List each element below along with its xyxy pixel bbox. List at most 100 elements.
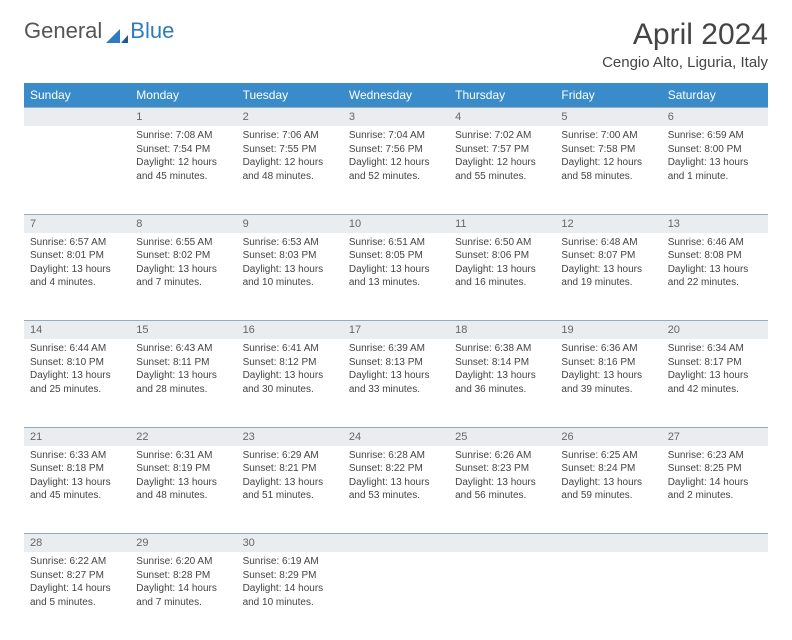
daylight-text: Daylight: 13 hours (136, 476, 230, 490)
day-number-cell: 7 (24, 214, 130, 233)
daylight-text: Daylight: 13 hours (455, 476, 549, 490)
day-cell: Sunrise: 6:25 AMSunset: 8:24 PMDaylight:… (555, 446, 661, 534)
daylight-text: and 2 minutes. (668, 489, 762, 503)
sunset-text: Sunset: 8:00 PM (668, 143, 762, 157)
day-number-cell: 26 (555, 427, 661, 446)
sunset-text: Sunset: 8:24 PM (561, 462, 655, 476)
day-cell (24, 126, 130, 214)
day-number-cell: 2 (237, 108, 343, 127)
day-number-row: 123456 (24, 108, 768, 127)
sunrise-text: Sunrise: 6:51 AM (349, 236, 443, 250)
day-content: Sunrise: 6:34 AMSunset: 8:17 PMDaylight:… (662, 339, 768, 402)
daylight-text: and 48 minutes. (243, 170, 337, 184)
month-title: April 2024 (602, 18, 768, 52)
day-number-cell: 3 (343, 108, 449, 127)
daylight-text: and 58 minutes. (561, 170, 655, 184)
daylight-text: Daylight: 13 hours (455, 263, 549, 277)
day-cell: Sunrise: 7:04 AMSunset: 7:56 PMDaylight:… (343, 126, 449, 214)
day-cell: Sunrise: 6:28 AMSunset: 8:22 PMDaylight:… (343, 446, 449, 534)
day-cell: Sunrise: 6:20 AMSunset: 8:28 PMDaylight:… (130, 552, 236, 640)
day-cell (662, 552, 768, 640)
day-content-row: Sunrise: 6:33 AMSunset: 8:18 PMDaylight:… (24, 446, 768, 534)
day-cell (555, 552, 661, 640)
day-content: Sunrise: 6:38 AMSunset: 8:14 PMDaylight:… (449, 339, 555, 402)
weekday-header: Tuesday (237, 83, 343, 108)
daylight-text: and 45 minutes. (30, 489, 124, 503)
weekday-header: Sunday (24, 83, 130, 108)
day-content: Sunrise: 6:51 AMSunset: 8:05 PMDaylight:… (343, 233, 449, 296)
day-content: Sunrise: 6:22 AMSunset: 8:27 PMDaylight:… (24, 552, 130, 615)
daylight-text: and 7 minutes. (136, 276, 230, 290)
sunrise-text: Sunrise: 7:08 AM (136, 129, 230, 143)
day-number-cell (24, 108, 130, 127)
day-content: Sunrise: 6:44 AMSunset: 8:10 PMDaylight:… (24, 339, 130, 402)
sunset-text: Sunset: 7:58 PM (561, 143, 655, 157)
daylight-text: Daylight: 14 hours (668, 476, 762, 490)
sunset-text: Sunset: 8:27 PM (30, 569, 124, 583)
sunrise-text: Sunrise: 6:44 AM (30, 342, 124, 356)
day-number-cell: 19 (555, 321, 661, 340)
day-content: Sunrise: 7:02 AMSunset: 7:57 PMDaylight:… (449, 126, 555, 189)
daylight-text: and 13 minutes. (349, 276, 443, 290)
daylight-text: Daylight: 13 hours (243, 263, 337, 277)
day-content: Sunrise: 7:00 AMSunset: 7:58 PMDaylight:… (555, 126, 661, 189)
sunset-text: Sunset: 8:28 PM (136, 569, 230, 583)
sunrise-text: Sunrise: 6:59 AM (668, 129, 762, 143)
day-content: Sunrise: 6:23 AMSunset: 8:25 PMDaylight:… (662, 446, 768, 509)
daylight-text: and 36 minutes. (455, 383, 549, 397)
day-cell: Sunrise: 6:50 AMSunset: 8:06 PMDaylight:… (449, 233, 555, 321)
day-content-row: Sunrise: 6:57 AMSunset: 8:01 PMDaylight:… (24, 233, 768, 321)
day-cell: Sunrise: 6:44 AMSunset: 8:10 PMDaylight:… (24, 339, 130, 427)
sunset-text: Sunset: 8:07 PM (561, 249, 655, 263)
day-number-cell: 4 (449, 108, 555, 127)
day-number-cell: 18 (449, 321, 555, 340)
day-content-row: Sunrise: 6:22 AMSunset: 8:27 PMDaylight:… (24, 552, 768, 640)
daylight-text: Daylight: 13 hours (136, 369, 230, 383)
daylight-text: and 55 minutes. (455, 170, 549, 184)
logo: General Blue (24, 18, 174, 44)
weekday-header: Thursday (449, 83, 555, 108)
day-number-cell: 10 (343, 214, 449, 233)
sunrise-text: Sunrise: 7:02 AM (455, 129, 549, 143)
day-cell (343, 552, 449, 640)
day-number-cell: 11 (449, 214, 555, 233)
daylight-text: Daylight: 13 hours (243, 369, 337, 383)
sunrise-text: Sunrise: 7:06 AM (243, 129, 337, 143)
day-number-cell (343, 534, 449, 553)
sunrise-text: Sunrise: 6:38 AM (455, 342, 549, 356)
day-number-cell (449, 534, 555, 553)
sunrise-text: Sunrise: 6:55 AM (136, 236, 230, 250)
daylight-text: and 45 minutes. (136, 170, 230, 184)
sunrise-text: Sunrise: 6:39 AM (349, 342, 443, 356)
sunset-text: Sunset: 8:17 PM (668, 356, 762, 370)
daylight-text: Daylight: 14 hours (243, 582, 337, 596)
sunrise-text: Sunrise: 6:34 AM (668, 342, 762, 356)
day-content: Sunrise: 6:31 AMSunset: 8:19 PMDaylight:… (130, 446, 236, 509)
daylight-text: Daylight: 13 hours (455, 369, 549, 383)
day-cell: Sunrise: 6:46 AMSunset: 8:08 PMDaylight:… (662, 233, 768, 321)
daylight-text: Daylight: 14 hours (30, 582, 124, 596)
sunrise-text: Sunrise: 6:50 AM (455, 236, 549, 250)
daylight-text: Daylight: 13 hours (349, 263, 443, 277)
day-content: Sunrise: 6:41 AMSunset: 8:12 PMDaylight:… (237, 339, 343, 402)
sunrise-text: Sunrise: 7:04 AM (349, 129, 443, 143)
day-cell: Sunrise: 6:33 AMSunset: 8:18 PMDaylight:… (24, 446, 130, 534)
daylight-text: Daylight: 13 hours (30, 476, 124, 490)
day-content: Sunrise: 6:33 AMSunset: 8:18 PMDaylight:… (24, 446, 130, 509)
sunset-text: Sunset: 8:21 PM (243, 462, 337, 476)
day-cell: Sunrise: 7:06 AMSunset: 7:55 PMDaylight:… (237, 126, 343, 214)
day-number-cell: 20 (662, 321, 768, 340)
day-content: Sunrise: 6:29 AMSunset: 8:21 PMDaylight:… (237, 446, 343, 509)
daylight-text: Daylight: 13 hours (243, 476, 337, 490)
day-content: Sunrise: 6:20 AMSunset: 8:28 PMDaylight:… (130, 552, 236, 615)
sunrise-text: Sunrise: 6:19 AM (243, 555, 337, 569)
day-cell: Sunrise: 6:19 AMSunset: 8:29 PMDaylight:… (237, 552, 343, 640)
sunset-text: Sunset: 8:14 PM (455, 356, 549, 370)
sunset-text: Sunset: 8:01 PM (30, 249, 124, 263)
day-number-cell: 30 (237, 534, 343, 553)
sunset-text: Sunset: 8:03 PM (243, 249, 337, 263)
daylight-text: Daylight: 13 hours (668, 263, 762, 277)
day-number-cell (662, 534, 768, 553)
day-cell: Sunrise: 6:51 AMSunset: 8:05 PMDaylight:… (343, 233, 449, 321)
daylight-text: and 39 minutes. (561, 383, 655, 397)
